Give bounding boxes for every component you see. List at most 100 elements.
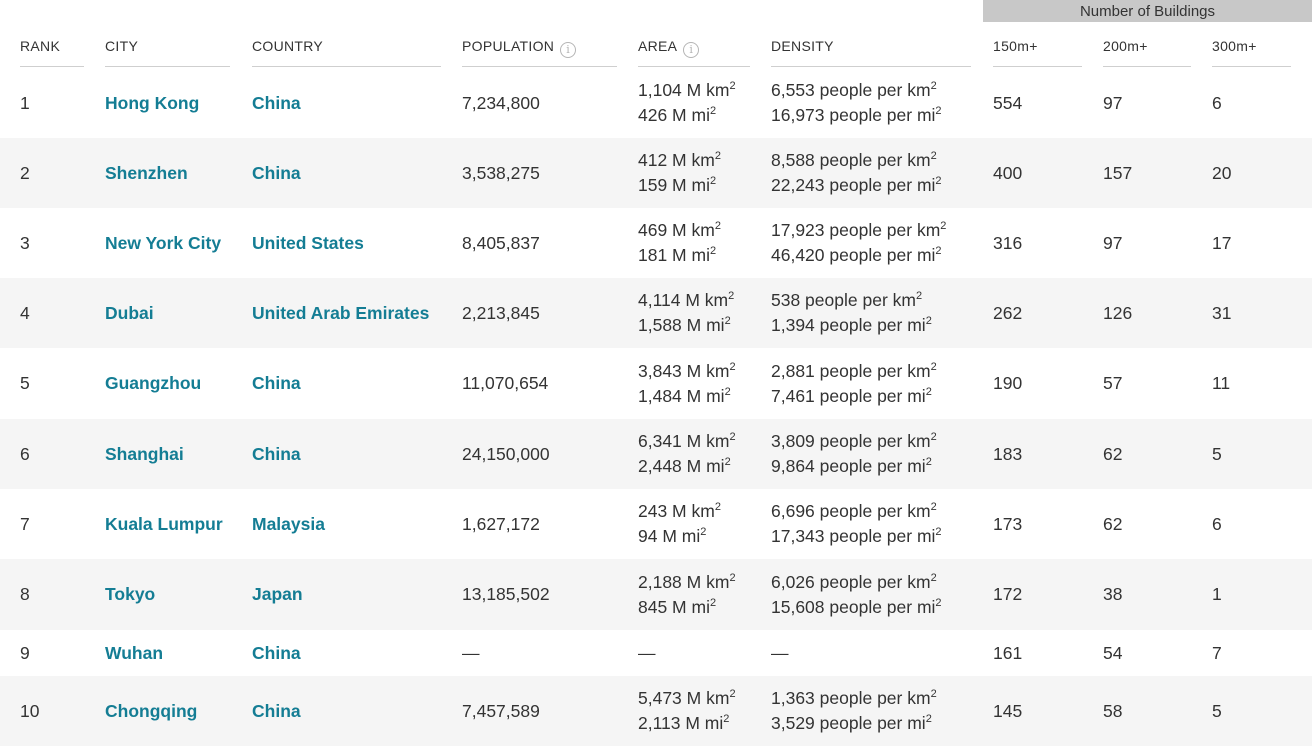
density-cell: 6,553 people per km2 16,973 people per mi… xyxy=(771,68,942,138)
density-mi-value: 1,394 people per mi2 xyxy=(771,313,932,338)
area-cell: 2,188 M km2 845 M mi2 xyxy=(638,559,736,630)
rank-header-label: RANK xyxy=(20,38,61,54)
population-cell: 1,627,172 xyxy=(462,513,540,534)
area-column-header[interactable]: AREA i xyxy=(638,28,750,67)
country-link[interactable]: China xyxy=(252,443,301,464)
squared-superscript: 2 xyxy=(724,456,731,468)
country-link[interactable]: China xyxy=(252,642,301,663)
table-row: 4 Dubai United Arab Emirates 2,213,845 4,114… xyxy=(0,278,1312,348)
density-cell: 2,881 people per km2 7,461 people per mi2 xyxy=(771,348,937,419)
area-cell: 243 M km2 94 M mi2 xyxy=(638,489,721,559)
b150-header-label: 150m+ xyxy=(993,38,1038,54)
density-mi-text: 9,864 people per mi xyxy=(771,456,926,476)
squared-superscript: 2 xyxy=(935,105,942,117)
country-link[interactable]: China xyxy=(252,700,301,721)
country-link[interactable]: Malaysia xyxy=(252,513,325,534)
country-link[interactable]: China xyxy=(252,92,301,113)
b200-cell: 126 xyxy=(1103,302,1133,323)
density-km-value: 17,923 people per km2 xyxy=(771,218,946,243)
b300-cell: 11 xyxy=(1212,373,1231,393)
b200-cell: 62 xyxy=(1103,443,1123,464)
buildings-150m-column-header[interactable]: 150m+ xyxy=(993,28,1082,67)
rank-cell: 8 xyxy=(20,584,30,604)
squared-superscript: 2 xyxy=(709,175,717,187)
squared-superscript: 2 xyxy=(930,360,937,373)
rank-column-header[interactable]: RANK xyxy=(20,28,84,67)
density-mi-text: 17,343 people per mi xyxy=(771,526,936,546)
city-link[interactable]: Wuhan xyxy=(105,642,164,663)
area-km-value: 6,341 M km2 xyxy=(638,429,736,454)
buildings-300m-column-header[interactable]: 300m+ xyxy=(1212,28,1291,67)
squared-superscript: 2 xyxy=(940,220,947,232)
squared-superscript: 2 xyxy=(714,220,721,232)
population-cell: 3,538,275 xyxy=(462,162,540,183)
country-link[interactable]: United Arab Emirates xyxy=(252,302,430,323)
density-mi-text: 22,243 people per mi xyxy=(771,175,936,195)
b200-cell: 97 xyxy=(1103,232,1123,253)
area-km-value: 469 M km2 xyxy=(638,218,721,243)
density-column-header[interactable]: DENSITY xyxy=(771,28,971,67)
country-link[interactable]: China xyxy=(252,162,301,183)
b300-cell: 7 xyxy=(1212,642,1222,663)
area-cell: 469 M km2 181 M mi2 xyxy=(638,208,721,278)
city-link[interactable]: Kuala Lumpur xyxy=(105,513,223,534)
squared-superscript: 2 xyxy=(925,456,932,468)
city-link[interactable]: Shanghai xyxy=(105,443,184,464)
squared-superscript: 2 xyxy=(729,80,736,92)
rank-cell: 10 xyxy=(20,700,40,721)
city-link[interactable]: Guangzhou xyxy=(105,373,202,393)
area-cell: 3,843 M km2 1,484 M mi2 xyxy=(638,348,736,419)
density-km-text: 6,696 people per km xyxy=(771,501,931,521)
area-mi-value: 426 M mi2 xyxy=(638,103,736,128)
population-cell: — xyxy=(462,642,480,663)
squared-superscript: 2 xyxy=(714,501,721,513)
country-link[interactable]: Japan xyxy=(252,584,303,604)
country-link[interactable]: United States xyxy=(252,232,364,253)
table-row: 10 Chongqing China 7,457,589 5,473 M km2 2,11… xyxy=(0,676,1312,746)
city-link[interactable]: Dubai xyxy=(105,302,154,323)
density-km-value: 2,881 people per km2 xyxy=(771,359,937,384)
population-header-label: POPULATION xyxy=(462,38,555,54)
density-cell: 6,696 people per km 2 17,343 people per mi… xyxy=(771,489,942,559)
density-mi-value: 9,864 people per mi2 xyxy=(771,454,937,479)
area-km-text: 3,843 M km xyxy=(638,360,730,381)
area-km-value: 243 M km2 xyxy=(638,499,721,524)
b200-cell: 97 xyxy=(1103,92,1123,113)
area-cell: 6,341 M km2 2,448 M mi2 xyxy=(638,419,736,489)
b200-cell: 58 xyxy=(1103,700,1123,721)
area-km-text: — xyxy=(638,642,656,663)
population-cell: 8,405,837 xyxy=(462,232,540,253)
b150-cell: 262 xyxy=(993,302,1023,323)
city-link[interactable]: Chongqing xyxy=(105,700,198,721)
city-link[interactable]: New York City xyxy=(105,232,222,253)
rank-cell: 7 xyxy=(20,513,30,534)
b150-cell: 172 xyxy=(993,584,1023,604)
density-mi-text: 1,394 people per mi xyxy=(771,315,926,335)
city-column-header[interactable]: CITY xyxy=(105,28,230,67)
b200-cell: 157 xyxy=(1103,162,1133,183)
info-icon[interactable]: i xyxy=(683,42,700,58)
squared-superscript: 2 xyxy=(930,688,937,700)
area-cell: 1,104 M km2 426 M mi2 xyxy=(638,68,736,138)
density-km-text: 1,363 people per km xyxy=(771,688,931,708)
population-cell: 7,234,800 xyxy=(462,92,540,113)
area-km-text: 4,114 M km xyxy=(638,290,729,310)
city-link[interactable]: Shenzhen xyxy=(105,162,188,183)
density-mi-value: 7,461 people per mi2 xyxy=(771,384,937,409)
squared-superscript: 2 xyxy=(935,175,942,187)
country-column-header[interactable]: COUNTRY xyxy=(252,28,441,67)
squared-superscript: 2 xyxy=(935,526,942,538)
area-mi-text: 845 M mi xyxy=(638,596,710,617)
population-column-header[interactable]: POPULATION i xyxy=(462,28,617,67)
b200-cell: 38 xyxy=(1103,584,1123,604)
rank-cell: 6 xyxy=(20,443,30,464)
b150-cell: 173 xyxy=(993,513,1023,534)
city-link[interactable]: Hong Kong xyxy=(105,92,200,113)
table-row: 1 Hong Kong China 7,234,800 1,104 M km2 426 M… xyxy=(0,68,1312,138)
buildings-200m-column-header[interactable]: 200m+ xyxy=(1103,28,1191,67)
squared-superscript: 2 xyxy=(935,596,942,609)
info-icon[interactable]: i xyxy=(560,42,577,58)
city-link[interactable]: Tokyo xyxy=(105,584,156,604)
country-link[interactable]: China xyxy=(252,373,301,393)
density-km-text: 538 people per km xyxy=(771,290,916,310)
